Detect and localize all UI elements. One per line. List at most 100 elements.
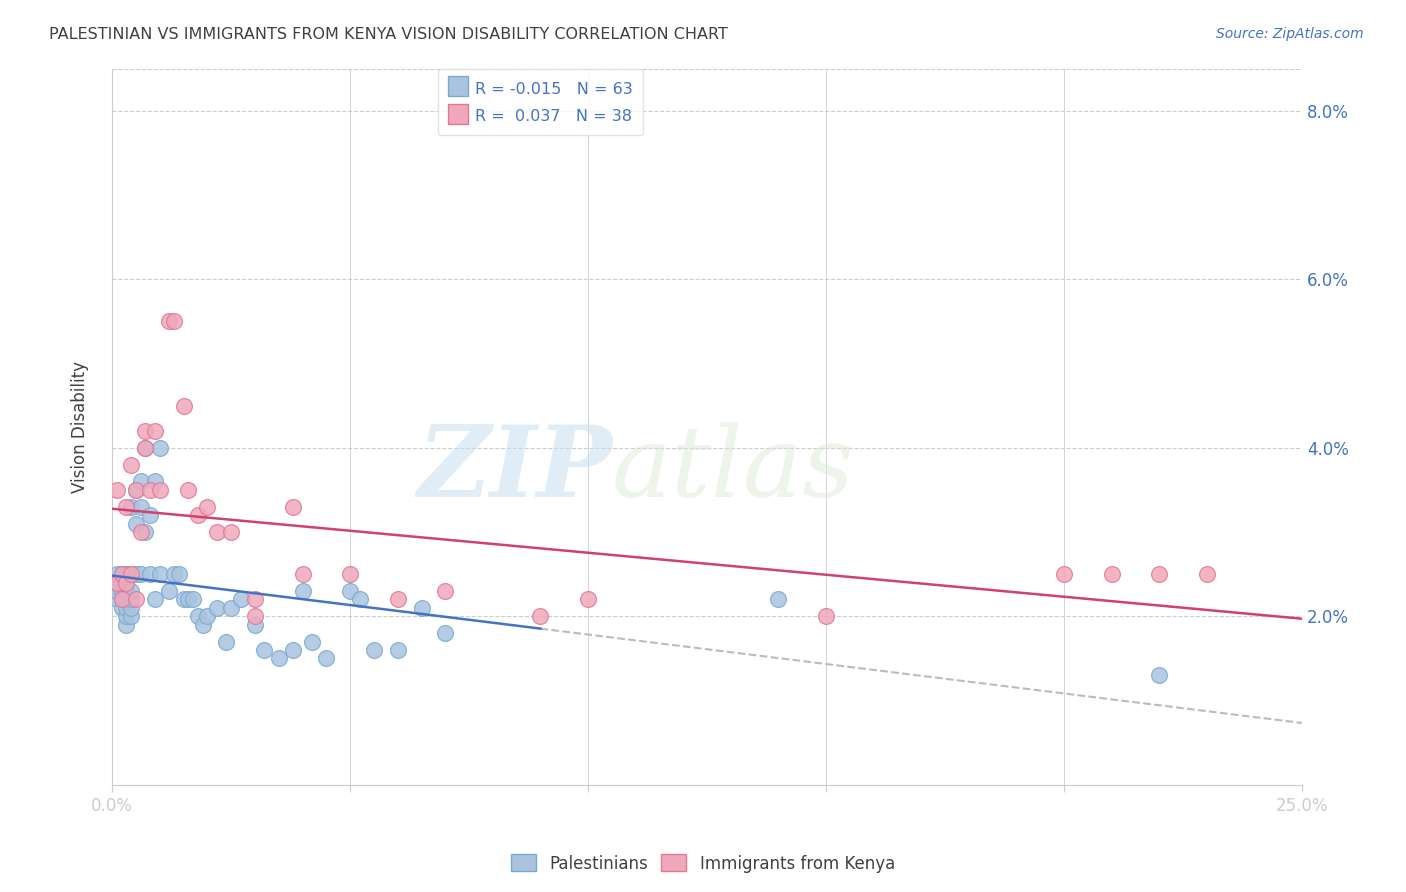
Point [434, 626, 457, 640]
Point [363, 643, 385, 657]
Point [163, 314, 186, 328]
Point [111, 600, 134, 615]
Point [163, 567, 186, 582]
Point [291, 583, 314, 598]
Point [125, 592, 148, 607]
Point [149, 483, 172, 497]
Point [181, 592, 204, 607]
Point [143, 592, 166, 607]
Point [173, 399, 195, 413]
Legend: Palestinians, Immigrants from Kenya: Palestinians, Immigrants from Kenya [505, 847, 901, 880]
Point [115, 567, 138, 582]
Point [139, 508, 162, 522]
Point [195, 609, 218, 624]
Point [815, 609, 838, 624]
Point [768, 592, 790, 607]
Point [219, 524, 242, 539]
Point [125, 567, 148, 582]
Point [576, 592, 599, 607]
Point [1053, 567, 1076, 582]
Point [195, 500, 218, 514]
Point [129, 567, 152, 582]
Point [411, 600, 433, 615]
Point [149, 567, 172, 582]
Point [115, 500, 138, 514]
Point [111, 567, 134, 582]
Point [105, 567, 128, 582]
Point [349, 592, 371, 607]
Point [111, 592, 134, 607]
Y-axis label: Vision Disability: Vision Disability [72, 360, 89, 492]
Point [105, 583, 128, 598]
Point [315, 651, 337, 665]
Point [105, 592, 128, 607]
Point [205, 524, 228, 539]
Point [1147, 567, 1170, 582]
Point [115, 617, 138, 632]
Point [143, 475, 166, 489]
Point [125, 516, 148, 531]
Point [187, 508, 209, 522]
Point [111, 583, 134, 598]
Point [301, 634, 323, 648]
Point [139, 567, 162, 582]
Point [120, 458, 142, 472]
Point [177, 483, 200, 497]
Point [120, 500, 142, 514]
Point [387, 592, 409, 607]
Point [339, 583, 361, 598]
Point [215, 634, 238, 648]
Point [205, 600, 228, 615]
Point [434, 583, 457, 598]
Point [115, 575, 138, 590]
Point [253, 643, 276, 657]
Text: Source: ZipAtlas.com: Source: ZipAtlas.com [1216, 27, 1364, 41]
Point [219, 600, 242, 615]
Point [111, 592, 134, 607]
Point [125, 483, 148, 497]
Legend: R = -0.015   N = 63, R =  0.037   N = 38: R = -0.015 N = 63, R = 0.037 N = 38 [439, 70, 643, 136]
Point [111, 567, 134, 582]
Point [387, 643, 409, 657]
Point [281, 643, 304, 657]
Point [134, 441, 156, 455]
Point [1195, 567, 1218, 582]
Point [105, 575, 128, 590]
Point [120, 592, 142, 607]
Point [1147, 668, 1170, 682]
Text: ZIP: ZIP [416, 421, 612, 518]
Point [339, 567, 361, 582]
Point [115, 609, 138, 624]
Point [129, 475, 152, 489]
Point [173, 592, 195, 607]
Point [177, 592, 200, 607]
Point [1101, 567, 1123, 582]
Point [115, 592, 138, 607]
Point [291, 567, 314, 582]
Point [187, 609, 209, 624]
Point [120, 567, 142, 582]
Point [105, 575, 128, 590]
Point [157, 583, 180, 598]
Point [267, 651, 290, 665]
Point [134, 524, 156, 539]
Point [115, 600, 138, 615]
Point [134, 424, 156, 438]
Point [229, 592, 252, 607]
Point [111, 575, 134, 590]
Point [529, 609, 551, 624]
Point [105, 483, 128, 497]
Point [281, 500, 304, 514]
Point [120, 600, 142, 615]
Point [115, 575, 138, 590]
Point [157, 314, 180, 328]
Point [143, 424, 166, 438]
Text: atlas: atlas [612, 422, 855, 517]
Point [129, 524, 152, 539]
Point [243, 617, 266, 632]
Point [115, 583, 138, 598]
Point [134, 441, 156, 455]
Point [125, 483, 148, 497]
Point [120, 609, 142, 624]
Point [243, 609, 266, 624]
